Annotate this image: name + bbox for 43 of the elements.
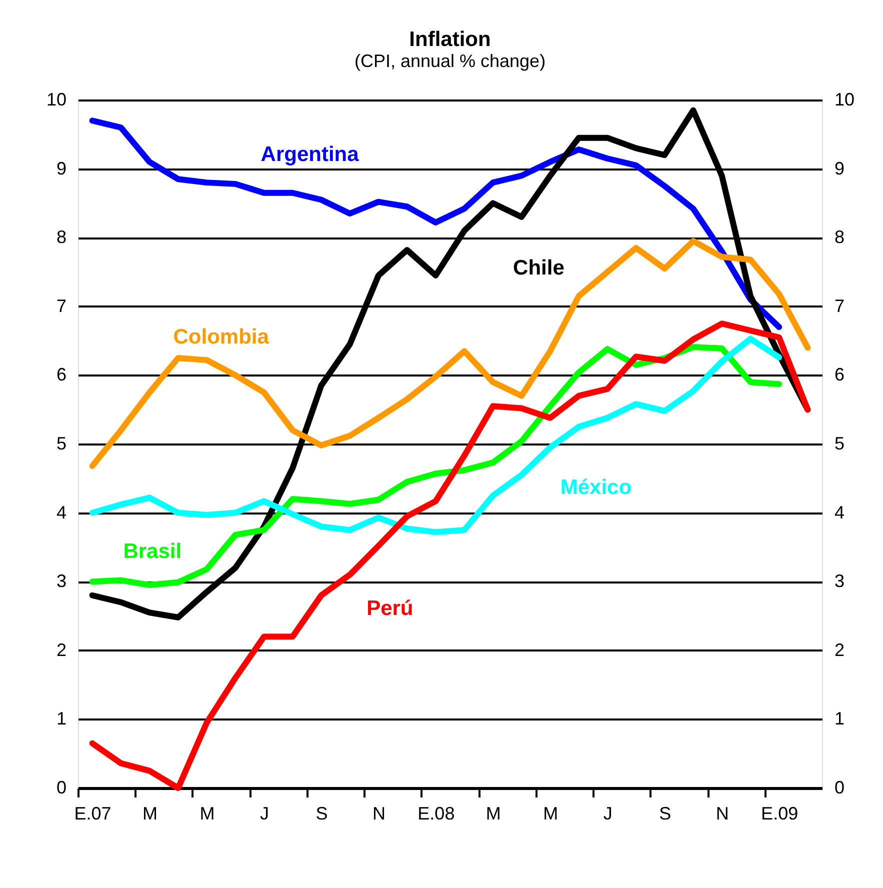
y-tick-label: 0 (56, 778, 66, 798)
y2-tick-label: 9 (834, 158, 845, 178)
series-label: Chile (513, 256, 564, 280)
series-label: Brasil (123, 540, 182, 564)
y-tick-label: 7 (56, 296, 66, 316)
x-tick-label: E.08 (418, 804, 455, 824)
series-label: Colombia (173, 325, 270, 348)
x-tick-label: M (142, 804, 158, 824)
y-tick-label: 1 (56, 708, 66, 729)
chart-subtitle: (CPI, annual % change) (354, 51, 546, 71)
series-label: México (560, 476, 632, 500)
x-tick-label: N (716, 804, 729, 824)
y-tick-label: 2 (56, 640, 66, 660)
x-tick-label: M (543, 804, 558, 824)
x-tick-label: E.07 (74, 804, 112, 824)
x-tick-label: N (372, 804, 386, 824)
y2-tick-label: 3 (834, 571, 845, 592)
x-tick-label: M (486, 804, 501, 824)
y-tick-label: 4 (56, 502, 66, 522)
y2-tick-label: 0 (834, 778, 845, 798)
y2-tick-label: 8 (834, 227, 845, 248)
x-tick-label: J (260, 804, 269, 824)
y-tick-label: 8 (56, 227, 66, 248)
y2-tick-label: 6 (834, 364, 845, 385)
y2-tick-label: 2 (834, 640, 845, 660)
series-label: Argentina (260, 143, 360, 166)
x-tick-label: E.09 (761, 804, 798, 824)
x-tick-label: S (659, 804, 672, 824)
y-tick-label: 5 (56, 434, 66, 454)
y-tick-label: 3 (56, 571, 66, 592)
y-tick-label: 6 (56, 364, 66, 385)
y2-tick-label: 1 (834, 708, 845, 729)
x-tick-label: M (200, 804, 215, 824)
x-tick-label: J (603, 804, 612, 824)
y2-tick-label: 10 (834, 90, 855, 110)
series-label: Perú (366, 597, 414, 620)
chart-title: Inflation (409, 28, 491, 51)
y2-tick-label: 7 (834, 296, 845, 316)
y2-tick-label: 5 (834, 434, 845, 454)
y-tick-label: 10 (46, 90, 66, 110)
x-tick-label: S (316, 804, 328, 824)
y-tick-label: 9 (56, 158, 66, 178)
y2-tick-label: 4 (834, 502, 845, 522)
